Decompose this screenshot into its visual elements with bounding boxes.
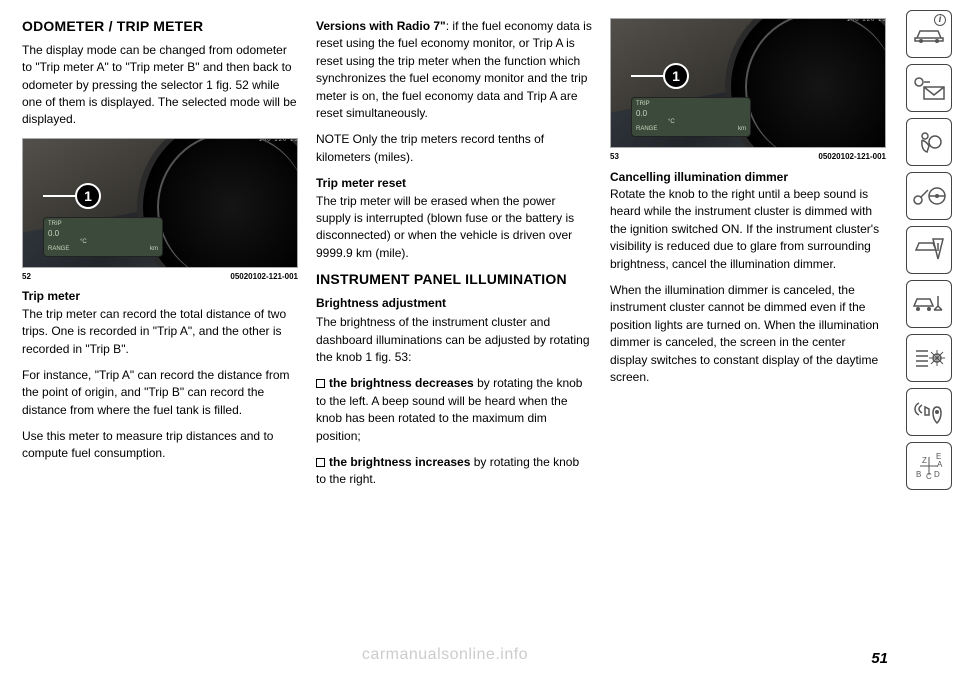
callout-1: 1 — [663, 63, 689, 89]
text-trip-reset: Trip meter resetThe trip meter will be e… — [316, 175, 592, 262]
airbag-icon[interactable] — [906, 118, 952, 166]
column-1: ODOMETER / TRIP METER The display mode c… — [22, 18, 298, 664]
compass-icon[interactable]: ZBCDAE — [906, 442, 952, 490]
settings-list-icon[interactable] — [906, 334, 952, 382]
media-location-icon[interactable] — [906, 388, 952, 436]
text-cancel-dimmer: Cancelling illumination dimmerRotate the… — [610, 169, 886, 273]
text-brightness-dec: the brightness decreases by rotating the… — [316, 375, 592, 445]
text-trip-meter-1: The trip meter can record the total dist… — [22, 307, 286, 356]
svg-text:D: D — [934, 470, 940, 479]
callout-1: 1 — [75, 183, 101, 209]
svg-text:Z: Z — [922, 456, 927, 465]
column-3: 100 120 130 TRIP 0.0 °C RANGE km 1 53 05… — [610, 18, 886, 664]
figure-52-image: 100 120 130 TRIP 0.0 °C RANGE km 1 — [22, 138, 298, 268]
column-2: Versions with Radio 7": if the fuel econ… — [316, 18, 592, 664]
figure-53-code: 05020102-121-001 — [818, 151, 886, 163]
figure-52-number: 52 — [22, 271, 31, 283]
car-service-icon[interactable] — [906, 280, 952, 328]
text-brightness-inc: the brightness increases by rotating the… — [316, 454, 592, 489]
heading-trip-meter: Trip meter — [22, 289, 80, 303]
bullet-icon — [316, 379, 325, 388]
svg-text:A: A — [937, 460, 943, 469]
car-info-icon[interactable]: i — [906, 10, 952, 58]
figure-52-code: 05020102-121-001 — [230, 271, 298, 283]
figure-52: 100 120 130 TRIP 0.0 °C RANGE km 1 52 05… — [22, 138, 298, 283]
chapter-nav: i ZBCDAE — [900, 0, 960, 678]
svg-text:B: B — [916, 470, 921, 479]
text-odometer-intro: The display mode can be changed from odo… — [22, 42, 298, 129]
figure-53-number: 53 — [610, 151, 619, 163]
figure-53: 100 120 130 TRIP 0.0 °C RANGE km 1 53 05… — [610, 18, 886, 163]
figure-53-image: 100 120 130 TRIP 0.0 °C RANGE km 1 — [610, 18, 886, 148]
bullet-icon — [316, 458, 325, 467]
text-trip-meter-2: For instance, "Trip A" can record the di… — [22, 367, 298, 419]
text-cancel-dimmer-2: When the illumination dimmer is canceled… — [610, 282, 886, 386]
text-note: NOTE Only the trip meters record tenths … — [316, 131, 592, 166]
text-radio7: Versions with Radio 7": if the fuel econ… — [316, 18, 592, 122]
page-number: 51 — [871, 648, 888, 670]
heading-illumination: INSTRUMENT PANEL ILLUMINATION — [316, 271, 592, 288]
svg-text:E: E — [936, 452, 941, 461]
heading-odometer: ODOMETER / TRIP METER — [22, 18, 298, 35]
text-brightness-intro: The brightness of the instrument cluster… — [316, 314, 592, 366]
light-mail-icon[interactable] — [906, 64, 952, 112]
car-alert-icon[interactable] — [906, 226, 952, 274]
key-wheel-icon[interactable] — [906, 172, 952, 220]
text-trip-meter-3: Use this meter to measure trip distances… — [22, 428, 298, 463]
heading-brightness: Brightness adjustment — [316, 296, 446, 310]
